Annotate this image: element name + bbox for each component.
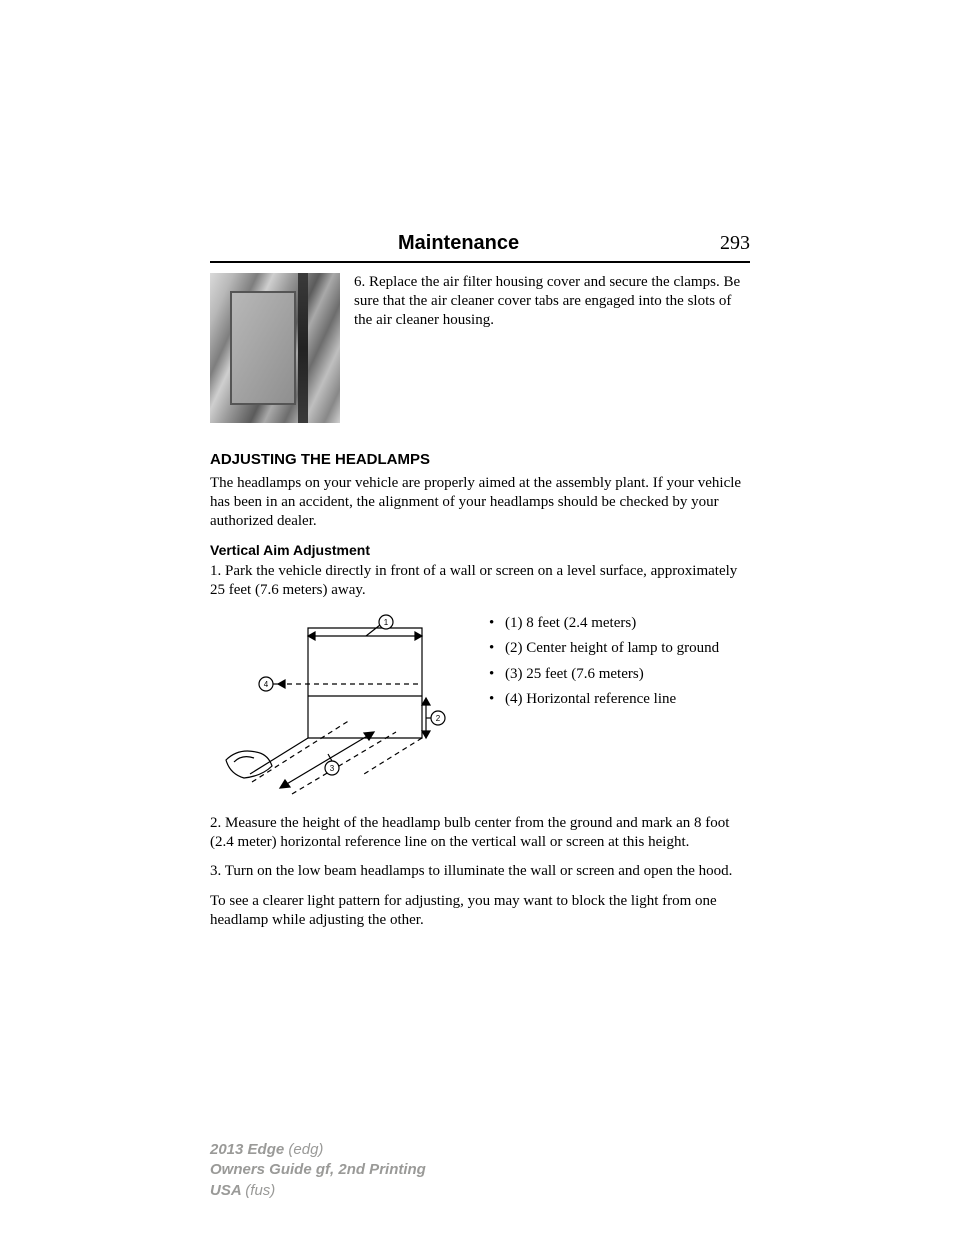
headlamp-aim-diagram: 1 2 3 4: [220, 610, 465, 800]
note-text: To see a clearer light pattern for adjus…: [210, 892, 750, 930]
footer-guide: Owners Guide gf, 2nd Printing: [210, 1161, 426, 1178]
legend-item-3: (3) 25 feet (7.6 meters): [487, 665, 719, 685]
heading-vertical-aim: Vertical Aim Adjustment: [210, 542, 750, 558]
legend-item-2: (2) Center height of lamp to ground: [487, 639, 719, 659]
legend-item-1: (1) 8 feet (2.4 meters): [487, 614, 719, 634]
page-number: 293: [720, 232, 750, 255]
header-divider: [210, 261, 750, 263]
diagram-label-4: 4: [264, 680, 269, 689]
air-filter-photo: [210, 273, 340, 423]
step-3-text: 3. Turn on the low beam headlamps to ill…: [210, 862, 750, 881]
diagram-legend-list: (1) 8 feet (2.4 meters) (2) Center heigh…: [487, 610, 719, 716]
heading-adjusting-headlamps: ADJUSTING THE HEADLAMPS: [210, 451, 750, 468]
legend-item-4: (4) Horizontal reference line: [487, 690, 719, 710]
footer-code2: (fus): [245, 1182, 275, 1199]
footer-code1: (edg): [288, 1141, 323, 1158]
page-footer: 2013 Edge (edg) Owners Guide gf, 2nd Pri…: [210, 1140, 426, 1201]
step-1-text: 1. Park the vehicle directly in front of…: [210, 562, 750, 600]
step-2-text: 2. Measure the height of the headlamp bu…: [210, 814, 750, 852]
diagram-label-3: 3: [330, 764, 335, 773]
footer-model: 2013 Edge: [210, 1141, 288, 1158]
step-6-text: 6. Replace the air filter housing cover …: [354, 273, 750, 423]
footer-region: USA: [210, 1182, 245, 1199]
diagram-label-1: 1: [384, 618, 389, 627]
page-header-title: Maintenance: [398, 232, 519, 255]
diagram-label-2: 2: [436, 714, 441, 723]
headlamp-intro-text: The headlamps on your vehicle are proper…: [210, 474, 750, 532]
